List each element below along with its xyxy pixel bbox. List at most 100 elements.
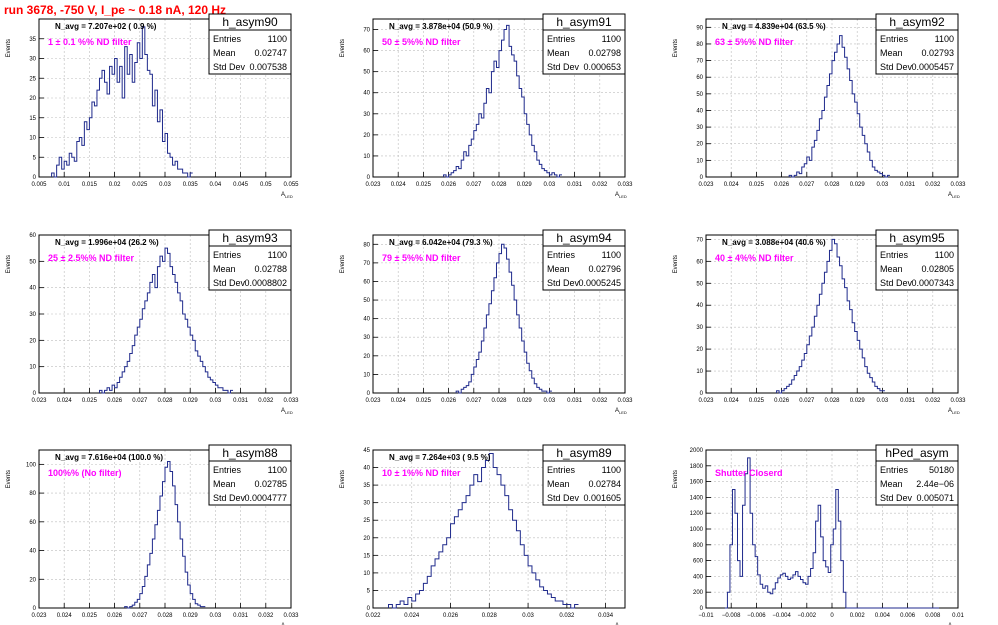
hist-h_asym88-x-tick-label: 0.026 (107, 613, 123, 619)
hist-hPed_asym-x-tick-label: 0.004 (875, 613, 891, 619)
hist-h_asym90-y-tick-label: 25 (29, 76, 36, 82)
hist-h_asym93-x-tick-label: 0.026 (107, 398, 123, 404)
hist-h_asym90-stat-title: h_asym90 (222, 15, 278, 29)
hist-h_asym90-x-tick-label: 0.025 (132, 182, 148, 188)
hist-h_asym93-y-tick-label: 30 (29, 312, 36, 318)
hist-h_asym90-y-tick-label: 5 (33, 155, 37, 161)
hist-h_asym92-x-tick-label: 0.024 (724, 182, 740, 188)
hist-h_asym92-x-tick-label: 0.023 (698, 182, 714, 188)
hist-h_asym91-stat-box (542, 13, 626, 75)
hist-h_asym89-stat-title: h_asym89 (556, 446, 612, 460)
hist-h_asym91-x-tick-label: 0.023 (365, 182, 381, 188)
hist-h_asym93-x-tick-label: 0.032 (258, 398, 274, 404)
hist-h_asym88-x-tick-label: 0.033 (283, 613, 299, 619)
hist-h_asym89-filter-text: 10 ± 1%% ND filter (382, 468, 461, 478)
hist-h_asym94-y-tick-label: 70 (363, 261, 370, 267)
hist-h_asym92-x-tick-label: 0.032 (925, 182, 941, 188)
hist-h_asym89-y-tick-label: 20 (363, 536, 370, 542)
hist-h_asym92-y-tick-label: 10 (696, 158, 703, 164)
hist-h_asym95-stat-label: Mean (880, 264, 903, 274)
hist-h_asym95-x-tick-label: 0.027 (799, 398, 815, 404)
hist-hPed_asym-y-tick-label: 1800 (690, 464, 704, 470)
hist-h_asym92-x-tick-label: 0.025 (749, 182, 765, 188)
hist-h_asym91-navg-text: N_avg = 3.878e+04 (50.9 %) (389, 22, 493, 31)
hist-h_asym90-x-tick-label: 0.045 (233, 182, 249, 188)
hist-h_asym91-line (443, 24, 562, 178)
hist-h_asym94-stat-value: 1100 (602, 250, 621, 260)
hist-h_asym90-x-tick-label: 0.02 (109, 182, 121, 188)
hist-h_asym95-stat-label: Entries (880, 250, 909, 260)
hist-h_asym88-y-tick-label: 0 (33, 606, 37, 612)
hist-hPed_asym-frame (705, 449, 959, 609)
hist-h_asym93-stat-value: 0.02788 (254, 264, 287, 274)
hist-h_asym94-stat-box (542, 229, 626, 291)
hist-h_asym95-y-tick-label: 40 (696, 303, 703, 309)
hist-h_asym88-stat-label: Entries (213, 465, 242, 475)
hist-h_asym92-stat-value: 0.02793 (921, 48, 954, 58)
hist-h_asym91-y-tick-label: 40 (363, 91, 370, 97)
hist-hPed_asym-y-tick-label: 0 (700, 606, 704, 612)
hist-h_asym90-y-axis-label: Events (6, 39, 12, 57)
hist-h_asym88-y-axis-label: Events (6, 470, 12, 488)
hist-h_asym93-navg-text: N_avg = 1.996e+04 (26.2 %) (55, 238, 159, 247)
hist-h_asym91-x-tick-label: 0.029 (517, 182, 533, 188)
hist-h_asym94-frame (372, 234, 626, 394)
hist-h_asym95-y-tick-label: 60 (696, 259, 703, 265)
hist-hPed_asym-stat-value: 2.44e−06 (916, 479, 954, 489)
hist-h_asym95-x-tick-label: 0.031 (900, 398, 916, 404)
hist-h_asym93-stat-label: Mean (213, 264, 236, 274)
hist-h_asym90-x-tick-label: 0.035 (183, 182, 199, 188)
hist-h_asym91-y-tick-label: 30 (363, 112, 370, 118)
hist-hPed_asym-x-tick-label: −0.01 (698, 613, 714, 619)
hist-h_asym94-x-tick-label: 0.027 (466, 398, 482, 404)
hist-hPed_asym-stat-label: Std Dev (880, 493, 913, 503)
hist-h_asym91-x-tick-label: 0.026 (441, 182, 457, 188)
hist-h_asym88-x-tick-label: 0.028 (157, 613, 173, 619)
hist-hPed_asym-y-tick-label: 1400 (690, 495, 704, 501)
hist-h_asym93-y-tick-label: 10 (29, 365, 36, 371)
hist-h_asym92-stat-value: 1100 (935, 34, 954, 44)
hist-h_asym93-x-tick-label: 0.025 (82, 398, 98, 404)
hist-h_asym95-stat-title: h_asym95 (889, 231, 945, 245)
hist-hPed_asym-filter-text: Shutter Closerd (715, 468, 783, 478)
hist-h_asym94-y-tick-label: 60 (363, 279, 370, 285)
hist-h_asym89-y-tick-label: 45 (363, 448, 370, 454)
hist-h_asym89-y-tick-label: 0 (367, 606, 371, 612)
hist-h_asym88-navg-text: N_avg = 7.616e+04 (100.0 %) (55, 453, 163, 462)
hist-h_asym93-x-axis-label: A (281, 408, 285, 414)
hist-h_asym93-x-tick-label: 0.031 (233, 398, 249, 404)
hist-h_asym91-stat-label: Std Dev (547, 62, 580, 72)
hist-h_asym91-x-axis-label-sub: LED (619, 194, 627, 199)
hist-h_asym95-x-axis-label: A (948, 408, 952, 414)
hist-h_asym94-x-tick-label: 0.028 (491, 398, 507, 404)
hist-h_asym94-y-tick-label: 50 (363, 298, 370, 304)
hist-h_asym95-y-tick-label: 0 (700, 391, 704, 397)
hist-h_asym89-x-axis-label: A (615, 623, 619, 625)
hist-h_asym95-x-tick-label: 0.028 (824, 398, 840, 404)
hist-h_asym95-x-tick-label: 0.026 (774, 398, 790, 404)
hist-h_asym94-navg-text: N_avg = 6.042e+04 (79.3 %) (389, 238, 493, 247)
hist-hPed_asym-x-tick-label: −0.004 (772, 613, 791, 619)
hist-h_asym89-y-tick-label: 40 (363, 466, 370, 472)
hist-hPed_asym-y-tick-label: 200 (693, 590, 704, 596)
hist-h_asym88-x-axis-label: A (281, 623, 285, 625)
hist-hPed_asym-x-tick-label: 0.008 (925, 613, 941, 619)
hist-h_asym91-y-tick-label: 50 (363, 70, 370, 76)
hist-hPed_asym-y-tick-label: 1600 (690, 480, 704, 486)
hist-h_asym92-y-tick-label: 30 (696, 125, 703, 131)
hist-h_asym95-x-tick-label: 0.029 (850, 398, 866, 404)
hist-h_asym89-x-tick-label: 0.026 (443, 613, 459, 619)
hist-h_asym90-frame (38, 18, 292, 178)
hist-h_asym91-y-tick-label: 0 (367, 175, 371, 181)
hist-h_asym91-stat-value: 1100 (602, 34, 621, 44)
hist-h_asym90-y-tick-label: 15 (29, 116, 36, 122)
hist-hPed_asym-line (724, 457, 940, 609)
hist-h_asym90-stat-label: Entries (213, 34, 242, 44)
hist-h_asym92-y-tick-label: 80 (696, 42, 703, 48)
hist-hPed_asym-y-tick-label: 400 (693, 574, 704, 580)
hist-h_asym93-y-tick-label: 40 (29, 286, 36, 292)
hist-h_asym92-x-tick-label: 0.027 (799, 182, 815, 188)
hist-h_asym95-y-axis-label: Events (673, 255, 679, 273)
hist-h_asym91-y-tick-label: 70 (363, 28, 370, 34)
hist-hPed_asym-x-tick-label: 0.01 (952, 613, 964, 619)
